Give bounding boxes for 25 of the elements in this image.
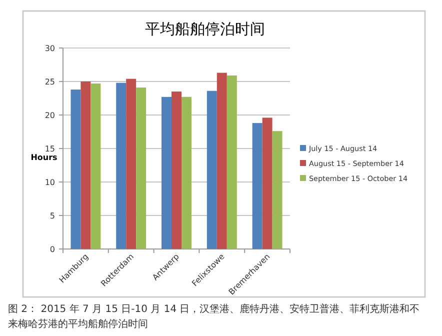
bar [162,96,172,249]
bar [262,118,272,249]
y-tick-label: 25 [44,78,55,86]
bar [136,88,146,249]
caption: 图 2： 2015 年 7 月 15 日-10 月 14 日，汉堡港、鹿特丹港、安特卫普港、菲利克斯港和不来梅哈芬港的平均船舶停泊时间 [8,302,421,332]
bar [206,90,217,249]
bar [90,84,101,249]
bar [252,123,262,249]
chart-title: 平均船舶停泊时间 [145,20,265,38]
bar [70,90,81,249]
y-tick-label: 0 [50,245,55,254]
bar [216,72,227,249]
bar [181,96,192,249]
y-tick-label: 5 [50,212,55,220]
bar [80,82,91,249]
y-tick-label: 10 [44,178,55,187]
bar [226,75,237,249]
bar [116,82,126,249]
bar [172,92,182,249]
y-tick-label: 20 [44,111,55,120]
bar [272,131,282,249]
y-axis-title: Hours [30,153,58,162]
y-tick-label: 30 [44,44,55,53]
y-tick-label: 15 [44,144,55,154]
bar [126,78,136,249]
